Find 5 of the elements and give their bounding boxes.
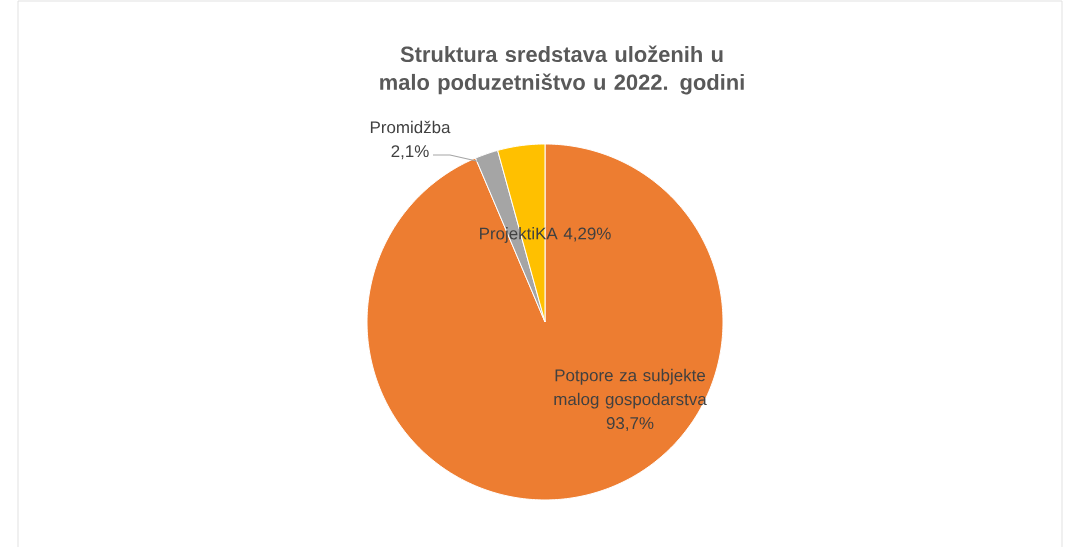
data-label: 93,7% xyxy=(606,417,654,432)
data-label: 2,1% xyxy=(391,145,429,160)
data-label: 4,29% xyxy=(563,227,611,242)
slice-label: Promidžba xyxy=(370,120,451,134)
chart-title: Struktura sredstava uloženih u malo poduzetništvo u 2022. godini xyxy=(380,45,744,95)
